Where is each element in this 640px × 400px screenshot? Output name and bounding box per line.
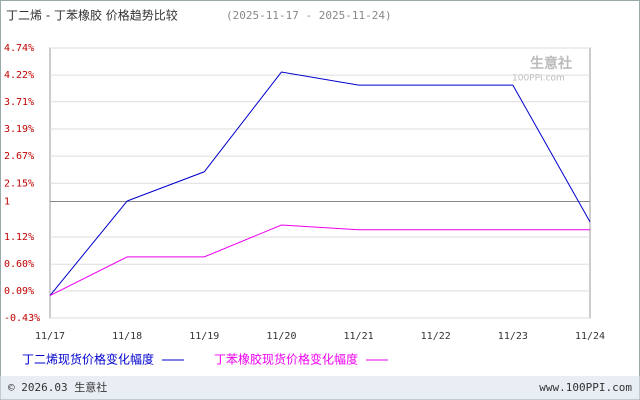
x-tick-label: 11/21 bbox=[344, 331, 374, 342]
y-tick-label: 2.15% bbox=[4, 178, 34, 189]
footer-right: www.100PPI.com bbox=[539, 381, 632, 394]
footer-left: © 2026.03 生意社 bbox=[8, 380, 107, 394]
footer-bar bbox=[0, 376, 640, 400]
y-tick-label: 2.67% bbox=[4, 151, 34, 162]
legend-label: 丁二烯现货价格变化幅度 bbox=[22, 352, 154, 367]
y-tick-label: 4.74% bbox=[4, 43, 34, 54]
x-tick-label: 11/23 bbox=[498, 331, 528, 342]
y-tick-label: -0.43% bbox=[4, 313, 40, 324]
series-line bbox=[49, 224, 590, 296]
x-tick-label: 11/22 bbox=[421, 331, 451, 342]
y-tick-label: 3.19% bbox=[4, 124, 34, 135]
x-tick-label: 11/20 bbox=[266, 331, 296, 342]
y-tick-label: 0.09% bbox=[4, 286, 34, 297]
y-tick-label: 1.12% bbox=[4, 232, 34, 243]
y-tick-label: 0.60% bbox=[4, 259, 34, 270]
y-tick-label: 3.71% bbox=[4, 97, 34, 108]
chart-title: 丁二烯 - 丁苯橡胶 价格趋势比较 bbox=[6, 8, 178, 23]
x-tick-label: 11/19 bbox=[189, 331, 219, 342]
chart-subtitle: (2025-11-17 - 2025-11-24) bbox=[226, 9, 392, 22]
watermark: 100PPI.com bbox=[512, 74, 565, 84]
x-tick-label: 11/18 bbox=[112, 331, 142, 342]
watermark: 生意社 bbox=[530, 55, 572, 72]
y-tick-label: 4.22% bbox=[4, 70, 34, 81]
x-tick-label: 11/17 bbox=[35, 331, 65, 342]
series-line bbox=[49, 71, 591, 296]
y-tick-label: 1 bbox=[4, 197, 10, 208]
legend-label: 丁苯橡胶现货价格变化幅度 bbox=[214, 352, 358, 367]
x-tick-label: 11/24 bbox=[575, 331, 605, 342]
